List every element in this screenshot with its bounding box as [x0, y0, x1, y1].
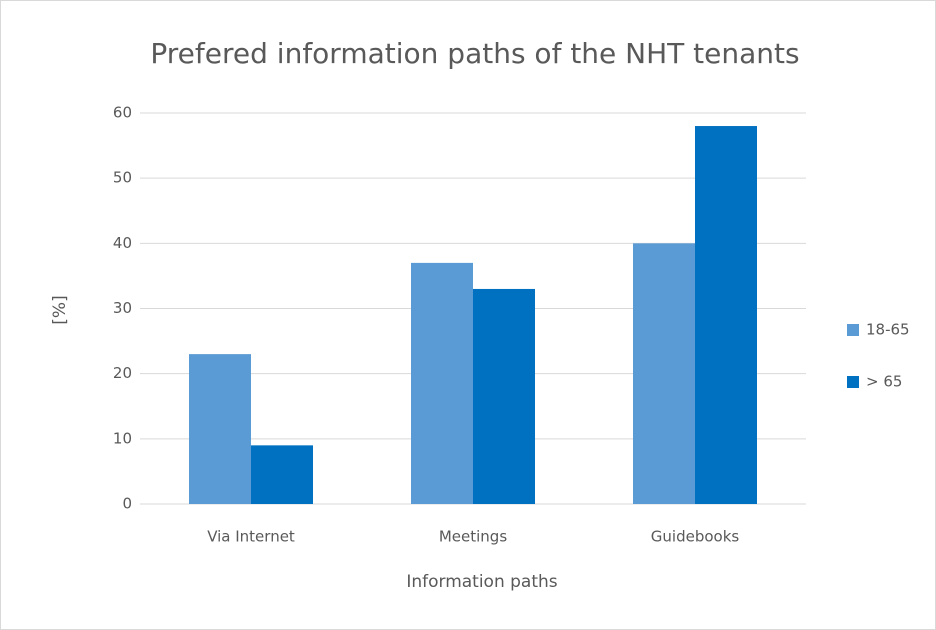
- legend-swatch: [847, 324, 859, 336]
- y-axis-title: [%]: [50, 295, 70, 324]
- y-tick-label: 60: [113, 104, 132, 122]
- x-tick-label: Via Internet: [207, 528, 295, 546]
- x-tick-label: Meetings: [439, 528, 507, 546]
- bar: [633, 243, 695, 505]
- legend-swatch: [847, 376, 859, 388]
- bar: [695, 126, 757, 505]
- y-tick-label: 10: [113, 429, 132, 447]
- y-tick-label: 0: [122, 495, 132, 513]
- bar: [473, 288, 535, 504]
- y-tick-label: 50: [113, 169, 132, 187]
- y-tick-label: 20: [113, 364, 132, 382]
- x-tick-label: Guidebooks: [651, 528, 740, 546]
- bar: [251, 445, 313, 504]
- bar: [189, 354, 251, 504]
- bar: [411, 262, 473, 504]
- legend-label: 18-65: [866, 321, 910, 339]
- y-tick-label: 30: [113, 299, 132, 317]
- y-tick-label: 40: [113, 234, 132, 252]
- chart-title: Prefered information paths of the NHT te…: [150, 37, 799, 70]
- legend-label: > 65: [866, 373, 902, 391]
- x-axis-title: Information paths: [406, 572, 557, 592]
